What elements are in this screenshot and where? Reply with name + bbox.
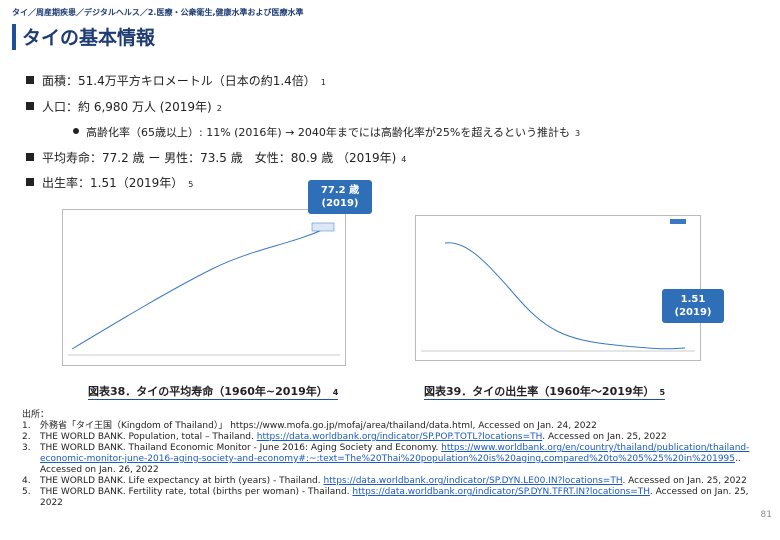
bullet-text: 高齢化率（65歳以上）: 11% (2016年) → 2040年までには高齢化率… — [86, 126, 571, 139]
bullet-text: 面積：51.4万平方キロメートル（日本の約1.4倍） — [42, 74, 316, 88]
source-number: 3. — [22, 443, 31, 453]
caption: 図表39．タイの出生率（1960年～2019年） 5 — [424, 383, 666, 400]
source-text-part: . Accessed on Jan. 25, 2022 — [40, 487, 749, 508]
bullet-text: 人口：約 6,980 万人 (2019年) — [42, 100, 212, 114]
source-text: THE WORLD BANK. Life expectancy at birth… — [40, 476, 747, 487]
source-link[interactable]: https://www.worldbank.org/en/country/tha… — [40, 443, 750, 464]
source-item: 5. THE WORLD BANK. Fertility rate, total … — [22, 487, 752, 509]
bullet-marker — [26, 102, 34, 110]
source-number: 1. — [22, 421, 31, 431]
bullet-marker — [73, 128, 79, 134]
source-link[interactable]: https://data.worldbank.org/indicator/SP.… — [256, 432, 543, 442]
bullet: 平均寿命：77.2 歳 ー 男性：73.5 歳 女性：80.9 歳 （2019年… — [26, 149, 407, 166]
source-text-part: THE WORLD BANK. Population, total – Thai… — [40, 432, 257, 442]
title-bar — [12, 24, 16, 50]
caption-text: 図表38．タイの平均寿命（1960年~2019年） — [88, 385, 328, 398]
footnote-ref: 3 — [575, 129, 581, 138]
caption: 図表38．タイの平均寿命（1960年~2019年） 4 — [88, 383, 339, 400]
bullet: 高齢化率（65歳以上）: 11% (2016年) → 2040年までには高齢化率… — [73, 124, 581, 140]
bullet-marker — [26, 178, 34, 186]
source-text: THE WORLD BANK. Thailand Economic Monito… — [40, 443, 752, 476]
bullet: 出生率：1.51（2019年） 5 — [26, 174, 194, 191]
source-text-part: . Accessed on Jan. 25, 2022 — [622, 476, 747, 486]
footnote-ref: 5 — [659, 388, 666, 397]
bullet-marker — [26, 76, 34, 84]
source-number: 4. — [22, 476, 31, 486]
bullet-text: 出生率：1.51（2019年） — [42, 176, 184, 190]
source-text: THE WORLD BANK. Fertility rate, total (b… — [40, 487, 752, 509]
source-number: 5. — [22, 487, 31, 497]
page-number: 81 — [760, 510, 772, 520]
source-item: 2. THE WORLD BANK. Population, total – Th… — [22, 432, 752, 443]
sources: 出所： 1. 外務省「タイ王国（Kingdom of Thailand）」 http… — [22, 410, 752, 509]
caption-text: 図表39．タイの出生率（1960年～2019年） — [424, 385, 655, 398]
source-item: 4. THE WORLD BANK. Life expectancy at bir… — [22, 476, 752, 487]
breadcrumb: タイ／周産期疾患／デジタルヘルス／2.医療・公衆衛生,健康水準および医療水準 — [12, 8, 304, 17]
footnote-ref: 1 — [320, 78, 326, 87]
source-link[interactable]: https://data.worldbank.org/indicator/SP.… — [352, 487, 650, 497]
footnote-ref: 2 — [216, 104, 222, 113]
footnote-ref: 4 — [332, 388, 339, 397]
source-text-part: THE WORLD BANK. Life expectancy at birth… — [40, 476, 324, 486]
sources-heading: 出所： — [22, 410, 50, 420]
bullet: 面積：51.4万平方キロメートル（日本の約1.4倍） 1 — [26, 72, 326, 89]
chart-image — [62, 209, 346, 366]
callout-line: 77.2 歳 — [320, 185, 360, 196]
source-text-part: THE WORLD BANK. Thailand Economic Monito… — [40, 443, 442, 453]
title: タイの基本情報 — [22, 27, 156, 49]
source-link[interactable]: https://data.worldbank.org/indicator/SP.… — [323, 476, 623, 486]
callout: 77.2 歳 (2019) — [308, 180, 372, 214]
source-text-part: 外務省「タイ王国（Kingdom of Thailand）」 https://w… — [40, 421, 597, 431]
source-text: 外務省「タイ王国（Kingdom of Thailand）」 https://w… — [40, 421, 597, 432]
chart-image — [415, 215, 701, 361]
source-text: THE WORLD BANK. Population, total – Thai… — [40, 432, 667, 443]
bullet-marker — [26, 153, 34, 161]
footnote-ref: 5 — [188, 180, 194, 189]
footnote-ref: 4 — [401, 155, 407, 164]
bullet-text: 平均寿命：77.2 歳 ー 男性：73.5 歳 女性：80.9 歳 （2019年… — [42, 151, 397, 165]
source-text-part: . Accessed on Jan. 25, 2022 — [542, 432, 667, 442]
callout-line: (2019) — [321, 198, 359, 209]
source-item: 1. 外務省「タイ王国（Kingdom of Thailand）」 https:/… — [22, 421, 752, 432]
callout-line: 1.51 — [680, 294, 706, 305]
callout-line: (2019) — [674, 307, 712, 318]
bullet: 人口：約 6,980 万人 (2019年) 2 — [26, 98, 222, 115]
source-item: 3. THE WORLD BANK. Thailand Economic Moni… — [22, 443, 752, 476]
callout: 1.51 (2019) — [662, 289, 724, 323]
source-text-part: THE WORLD BANK. Fertility rate, total (b… — [40, 487, 353, 497]
source-number: 2. — [22, 432, 31, 442]
source-text-part: .. Accessed on Jan. 26, 2022 — [40, 454, 741, 475]
